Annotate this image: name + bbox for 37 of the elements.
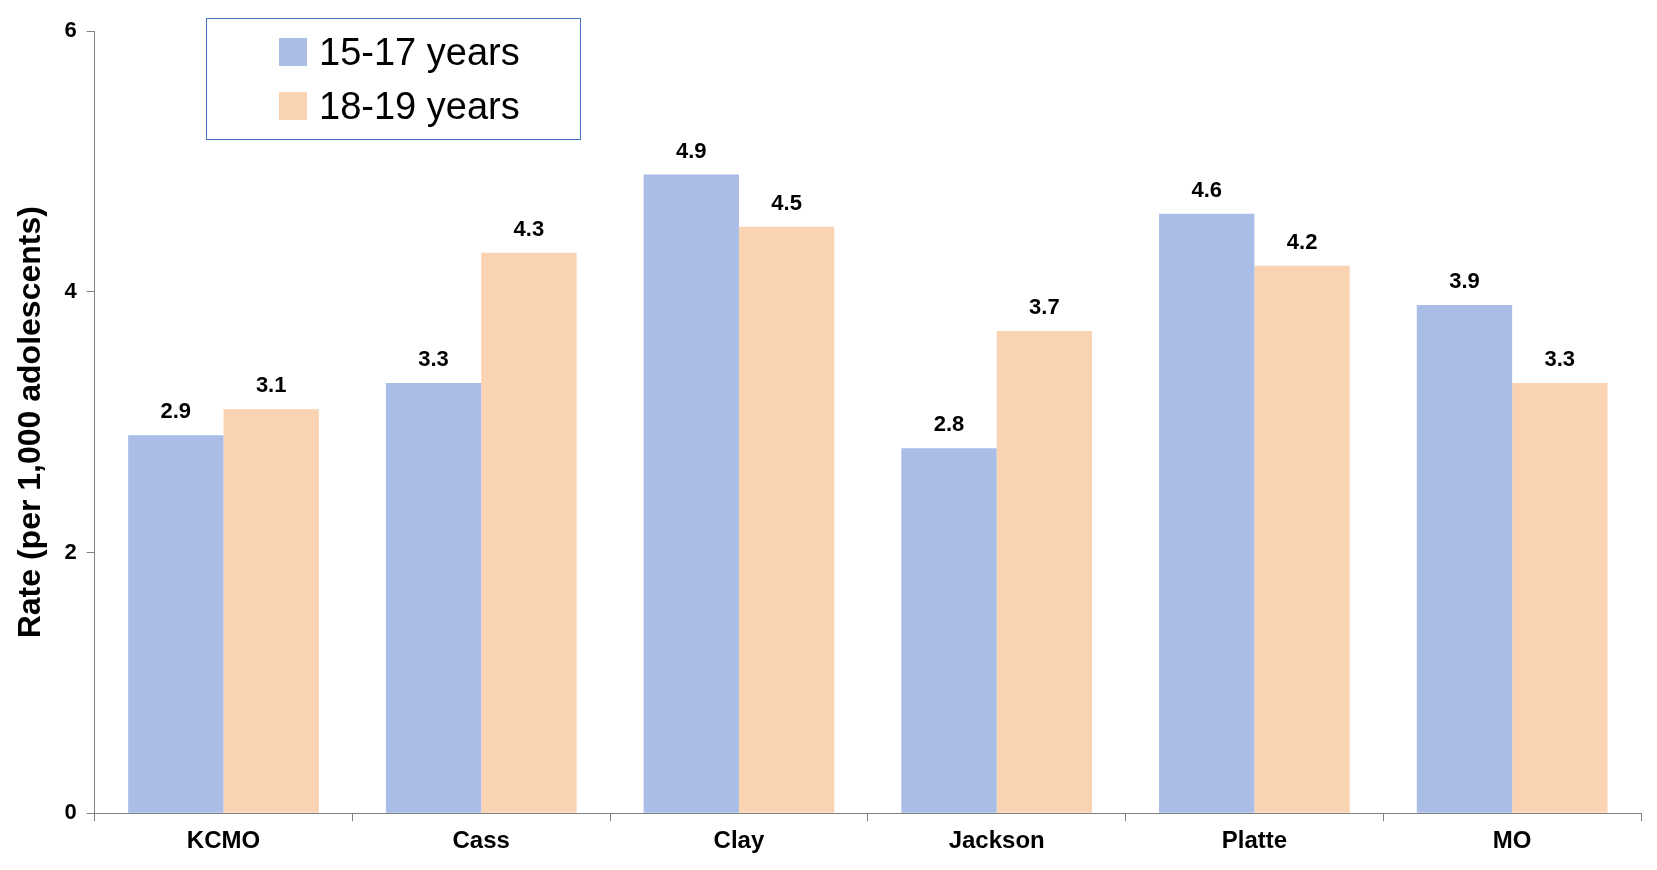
bar <box>1512 383 1608 813</box>
data-label: 2.9 <box>160 398 192 424</box>
y-tick-label: 2 <box>64 538 77 564</box>
legend-label: 18-19 years <box>319 84 520 129</box>
data-label: 3.1 <box>255 372 287 398</box>
bar <box>223 409 319 813</box>
bar <box>1159 213 1255 813</box>
y-axis-title: Rate (per 1,000 adolescents) <box>11 206 48 639</box>
legend-label: 15-17 years <box>319 30 520 75</box>
bar <box>901 448 997 813</box>
bar <box>643 174 739 813</box>
data-label: 3.9 <box>1449 267 1480 293</box>
y-tick-label: 6 <box>64 17 77 43</box>
bar <box>1416 304 1513 813</box>
bar <box>481 252 577 813</box>
data-label: 4.6 <box>1191 176 1223 202</box>
data-label: 4.9 <box>675 137 707 163</box>
data-label: 4.2 <box>1286 228 1318 254</box>
data-label: 2.8 <box>933 411 965 437</box>
data-label: 4.5 <box>771 189 802 215</box>
x-tick-label: KCMO <box>186 826 261 854</box>
x-tick-label: Jackson <box>948 826 1045 854</box>
bar <box>128 435 224 813</box>
x-tick-label: Cass <box>452 826 510 854</box>
y-tick-label: 0 <box>64 799 77 825</box>
data-label: 3.3 <box>418 346 449 372</box>
bar <box>385 383 482 813</box>
x-tick-label: Clay <box>713 826 765 854</box>
x-tick-label: MO <box>1492 826 1532 854</box>
x-tick-label: Platte <box>1221 826 1288 854</box>
data-label: 4.3 <box>513 215 545 241</box>
y-tick-label: 4 <box>64 277 78 303</box>
bar <box>738 226 835 813</box>
data-label: 3.7 <box>1029 294 1060 320</box>
bar <box>1254 265 1350 813</box>
data-label: 3.3 <box>1544 346 1576 372</box>
bar <box>996 330 1093 813</box>
